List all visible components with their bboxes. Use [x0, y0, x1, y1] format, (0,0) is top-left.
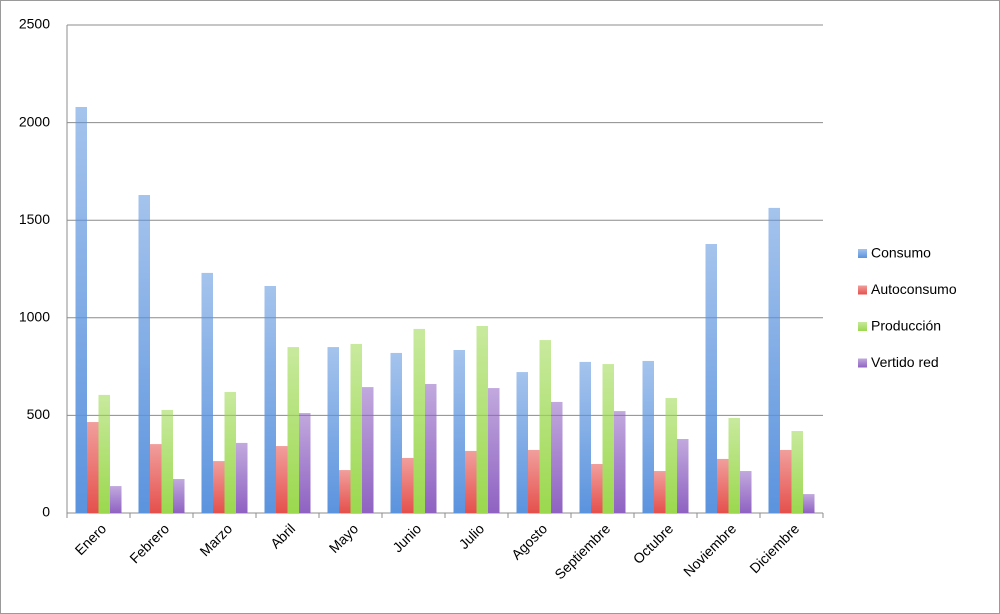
bar [362, 387, 374, 513]
bar [327, 347, 339, 513]
bar [173, 479, 185, 513]
bar [350, 343, 362, 513]
legend-swatch [858, 249, 867, 258]
legend-label: Autoconsumo [871, 281, 957, 297]
bar [413, 328, 425, 513]
y-tick-label: 1000 [19, 309, 50, 325]
bar [791, 431, 803, 513]
legend-label: Vertido red [871, 354, 939, 370]
bar [98, 394, 110, 513]
bar [780, 449, 792, 513]
legend-swatch [858, 322, 867, 331]
legend-swatch [858, 358, 867, 368]
bar [287, 347, 299, 513]
bar [539, 340, 551, 513]
y-tick-label: 2000 [19, 113, 50, 129]
bar [642, 360, 654, 513]
bar [476, 325, 488, 513]
bar [110, 486, 122, 513]
bar [665, 398, 677, 513]
bar [236, 442, 248, 513]
y-tick-label: 1500 [19, 211, 50, 227]
bar [213, 461, 225, 513]
legend-label: Producción [871, 318, 941, 334]
bar [705, 244, 717, 513]
bar [150, 444, 162, 513]
y-tick-label: 2500 [19, 16, 50, 32]
legend-swatch [858, 285, 867, 295]
bar [591, 464, 603, 513]
bar [425, 383, 437, 513]
bar [339, 470, 351, 513]
legend-label: Consumo [871, 245, 931, 261]
bar [138, 195, 150, 513]
bar [614, 411, 626, 513]
bar [453, 350, 465, 513]
bar [488, 388, 500, 513]
bar [677, 439, 689, 513]
bar [224, 391, 236, 513]
bar [390, 352, 402, 513]
bar [768, 207, 780, 513]
y-tick-label: 0 [42, 504, 50, 520]
bar [402, 457, 414, 513]
bar [579, 361, 591, 513]
bar [654, 471, 666, 513]
bar [465, 450, 477, 513]
bar [551, 401, 563, 513]
y-tick-label: 500 [27, 406, 51, 422]
bar [299, 413, 311, 513]
bar [75, 106, 87, 513]
bar [201, 272, 213, 513]
bar [728, 417, 740, 513]
bar [528, 449, 540, 513]
bar [276, 446, 288, 513]
bar [740, 471, 752, 513]
bar [602, 364, 614, 513]
bar [803, 494, 815, 513]
bar [161, 409, 173, 513]
bar [87, 422, 99, 513]
bar [717, 458, 729, 513]
bar [516, 372, 528, 513]
bar [264, 285, 276, 513]
